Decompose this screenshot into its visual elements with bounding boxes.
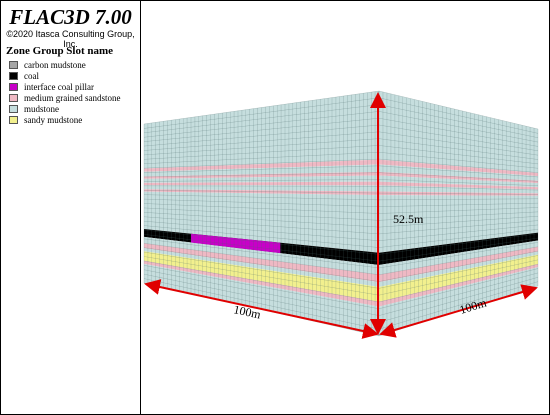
legend-swatch xyxy=(9,104,18,113)
app-title: FLAC3D 7.00 xyxy=(9,5,132,29)
mesh-line xyxy=(378,179,539,186)
legend-panel: FLAC3D 7.00 ©2020 Itasca Consulting Grou… xyxy=(1,1,141,414)
legend-label: mudstone xyxy=(24,103,59,114)
mesh-line xyxy=(143,221,380,241)
mesh-line xyxy=(143,190,380,194)
mesh-line xyxy=(143,194,380,201)
mesh-line xyxy=(143,229,380,255)
mesh-line xyxy=(378,145,539,165)
mesh-line xyxy=(378,111,539,143)
legend-items: carbon mudstone coal interface coal pillar… xyxy=(9,59,120,125)
mesh-line xyxy=(143,124,380,147)
mesh-line xyxy=(143,172,380,178)
mesh-line xyxy=(378,216,539,228)
mesh-line xyxy=(378,124,539,151)
legend-item: coal xyxy=(9,70,120,81)
legend-item: medium grained sandstone xyxy=(9,92,120,103)
mesh-line xyxy=(143,198,380,207)
legend-label: carbon mudstone xyxy=(24,59,86,70)
mesh-line xyxy=(143,243,380,275)
legend-item: carbon mudstone xyxy=(9,59,120,70)
legend-label: coal xyxy=(24,70,39,81)
mesh-line xyxy=(378,255,539,289)
mesh-line xyxy=(378,202,539,207)
mesh-line xyxy=(378,97,539,134)
mesh-line xyxy=(378,152,539,169)
mesh-line xyxy=(378,224,539,241)
mesh-line xyxy=(378,118,539,147)
legend-swatch xyxy=(9,71,18,80)
mesh-line xyxy=(378,211,539,221)
mesh-line xyxy=(143,179,380,182)
legend-title: Zone Group Slot name xyxy=(6,45,114,57)
mesh-line xyxy=(143,145,380,160)
mesh-line xyxy=(143,138,380,156)
dimension-label: 52.5m xyxy=(393,212,424,226)
legend-label: sandy mudstone xyxy=(24,114,83,125)
dimension-arrow xyxy=(379,284,538,338)
mesh-line xyxy=(378,158,539,173)
mesh-line xyxy=(378,138,539,160)
mesh-line xyxy=(143,212,380,228)
mesh-line xyxy=(143,216,380,235)
mesh-line xyxy=(143,111,380,138)
mesh-line xyxy=(378,192,539,195)
mesh-line xyxy=(143,225,380,248)
legend-swatch xyxy=(9,60,18,69)
mesh-line xyxy=(378,246,539,275)
mesh-line xyxy=(143,104,380,133)
mesh-line xyxy=(143,207,380,221)
coal-pillar xyxy=(191,233,281,254)
mesh-line xyxy=(378,165,539,178)
mesh-line xyxy=(378,242,539,269)
mesh-line xyxy=(143,118,380,142)
mesh-line xyxy=(143,203,380,214)
mesh-line xyxy=(143,238,380,269)
mesh-line xyxy=(143,90,380,125)
dimension-label: 100m xyxy=(232,302,262,322)
legend-item: sandy mudstone xyxy=(9,114,120,125)
mesh-line xyxy=(143,247,380,282)
mesh-line xyxy=(378,237,539,262)
legend-item: mudstone xyxy=(9,103,120,114)
legend-swatch xyxy=(9,93,18,102)
legend-item: interface coal pillar xyxy=(9,81,120,92)
mesh-line xyxy=(378,229,539,248)
mesh-line xyxy=(378,198,539,201)
copyright: ©2020 Itasca Consulting Group, Inc. xyxy=(6,29,135,49)
legend-label: interface coal pillar xyxy=(24,81,94,92)
mesh-line xyxy=(143,97,380,129)
legend-label: medium grained sandstone xyxy=(24,92,121,103)
mesh-line xyxy=(378,233,539,255)
mesh-line xyxy=(143,158,380,169)
mesh-line xyxy=(378,104,539,138)
mesh-line xyxy=(143,152,380,164)
mesh-line xyxy=(378,220,539,235)
legend-swatch xyxy=(9,115,18,124)
mesh-line xyxy=(143,131,380,151)
mesh-line xyxy=(378,207,539,214)
mesh-line xyxy=(378,90,539,130)
mesh-line xyxy=(378,186,539,191)
legend-swatch xyxy=(9,82,18,91)
mesh-line xyxy=(378,250,539,282)
mesh-line xyxy=(143,165,380,173)
dimension-arrow xyxy=(144,279,379,339)
mesh-line xyxy=(378,172,539,182)
mesh-line xyxy=(143,234,380,262)
mesh-line xyxy=(378,131,539,156)
